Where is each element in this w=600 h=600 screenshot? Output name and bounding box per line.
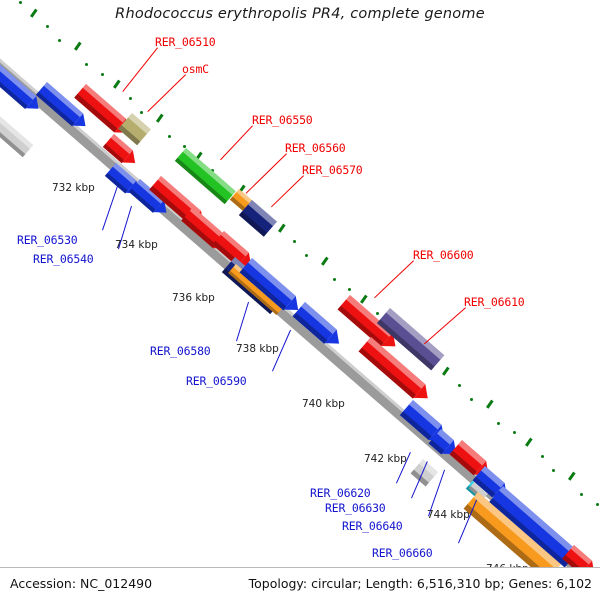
kbp-tick-dot xyxy=(183,144,187,148)
kbp-tick-dot xyxy=(101,73,105,77)
kbp-tick-dot xyxy=(469,397,473,401)
kbp-tick-dash xyxy=(277,223,285,232)
label-leader-line xyxy=(220,125,253,160)
kbp-coordinate-label: 742 kbp xyxy=(364,453,407,465)
gene-feature[interactable] xyxy=(410,458,438,486)
kbp-coordinate-label: 738 kbp xyxy=(236,343,279,355)
topology-text: Topology: circular; Length: 6,516,310 bp… xyxy=(248,576,592,591)
kbp-tick-dot xyxy=(57,39,61,43)
label-leader-line xyxy=(236,302,249,342)
kbp-tick-dot xyxy=(458,383,462,387)
kbp-tick-dash xyxy=(112,79,121,89)
gene-label-rer_06640[interactable]: RER_06640 xyxy=(342,519,403,533)
gene-label-rer_06570[interactable]: RER_06570 xyxy=(302,163,363,177)
kbp-tick-dash xyxy=(485,400,493,409)
gene-label-osmc[interactable]: osmC xyxy=(182,62,209,76)
kbp-tick-dot xyxy=(128,96,132,100)
kbp-tick-dot xyxy=(85,63,89,67)
gene-label-rer_06660[interactable]: RER_06660 xyxy=(372,546,433,560)
gene-label-rer_06620[interactable]: RER_06620 xyxy=(310,486,371,500)
kbp-tick-dash xyxy=(524,438,533,447)
kbp-tick-dot xyxy=(167,135,171,139)
kbp-tick-dash xyxy=(320,256,329,266)
gene-label-rer_06530[interactable]: RER_06530 xyxy=(17,233,78,247)
label-leader-line xyxy=(102,186,118,231)
kbp-coordinate-label: 736 kbp xyxy=(172,292,215,304)
kbp-coordinate-label: 734 kbp xyxy=(115,239,158,251)
kbp-tick-dash xyxy=(155,113,164,123)
kbp-tick-dot xyxy=(540,455,544,459)
label-leader-line xyxy=(147,74,186,112)
gene-label-rer_06630[interactable]: RER_06630 xyxy=(325,501,386,515)
status-bar: Accession: NC_012490 Topology: circular;… xyxy=(0,567,600,600)
accession-text: Accession: NC_012490 xyxy=(10,576,153,591)
kbp-tick-dot xyxy=(595,502,599,506)
gene-label-rer_06580[interactable]: RER_06580 xyxy=(150,344,211,358)
gene-label-rer_06540[interactable]: RER_06540 xyxy=(33,252,94,266)
label-leader-line xyxy=(424,307,466,344)
gene-label-rer_06510[interactable]: RER_06510 xyxy=(155,35,216,49)
gene-feature[interactable] xyxy=(0,111,34,158)
label-leader-line xyxy=(122,47,158,92)
kbp-tick-dot xyxy=(46,25,50,29)
kbp-tick-dot xyxy=(140,111,144,115)
kbp-tick-dot xyxy=(293,240,297,244)
gene-label-rer_06590[interactable]: RER_06590 xyxy=(186,374,247,388)
kbp-tick-dash xyxy=(568,471,576,481)
kbp-tick-dash xyxy=(73,41,81,51)
label-leader-line xyxy=(271,175,304,207)
kbp-coordinate-label: 740 kbp xyxy=(302,398,345,410)
kbp-tick-dot xyxy=(348,287,352,291)
kbp-tick-dot xyxy=(332,278,336,282)
page-title: Rhodococcus erythropolis PR4, complete g… xyxy=(115,6,485,22)
kbp-tick-dot xyxy=(305,254,309,258)
kbp-tick-dot xyxy=(552,469,556,473)
kbp-tick-dot xyxy=(513,431,517,435)
kbp-tick-dot xyxy=(579,493,583,497)
gene-label-rer_06560[interactable]: RER_06560 xyxy=(285,141,346,155)
kbp-tick-dot xyxy=(18,1,22,5)
label-leader-line xyxy=(374,260,414,298)
gene-label-rer_06610[interactable]: RER_06610 xyxy=(464,295,525,309)
gene-label-rer_06600[interactable]: RER_06600 xyxy=(413,248,474,262)
kbp-coordinate-label: 732 kbp xyxy=(52,182,95,194)
kbp-tick-dot xyxy=(375,311,379,315)
kbp-tick-dash xyxy=(360,294,368,304)
kbp-coordinate-label: 744 kbp xyxy=(427,509,470,521)
label-leader-line xyxy=(245,153,287,194)
kbp-tick-dash xyxy=(442,366,450,376)
gene-label-rer_06550[interactable]: RER_06550 xyxy=(252,113,313,127)
kbp-tick-dot xyxy=(497,421,501,425)
